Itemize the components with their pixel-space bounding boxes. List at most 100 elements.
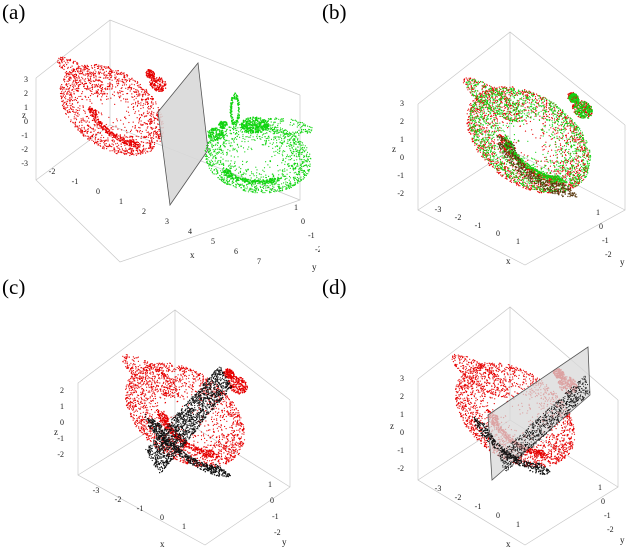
panel-b-y-label: y: [620, 257, 625, 267]
panel-a-x-label: x: [190, 250, 195, 260]
panel-c-label: (c): [2, 275, 26, 299]
y-tick-label: -1: [308, 231, 315, 240]
z-tick-label: -2: [57, 450, 64, 459]
panel-d-y-label: y: [620, 535, 625, 545]
z-tick-label: 0: [400, 428, 404, 437]
panel-c-points: [122, 354, 248, 478]
z-tick-label: -1: [397, 446, 404, 455]
z-tick-label: 2: [400, 392, 404, 401]
z-tick-label: 2: [24, 89, 28, 98]
panel-d-x-ticks: -3 -2 -1 0 1: [435, 484, 520, 529]
panel-a-label: (a): [2, 0, 26, 24]
x-tick-label: -2: [115, 495, 122, 504]
panel-a-z-label: z: [22, 110, 26, 120]
panel-d-x-label: x: [506, 539, 511, 549]
x-tick-label: 0: [496, 511, 500, 520]
y-tick-label: 1: [294, 203, 298, 212]
x-tick-label: -1: [475, 502, 482, 511]
x-tick-label: -3: [435, 205, 442, 214]
y-tick-label: -2: [607, 525, 614, 534]
panel-b-label: (b): [322, 0, 347, 24]
panel-a-points: [57, 56, 167, 157]
z-tick-label: 3: [24, 75, 28, 84]
z-tick-label: -1: [21, 131, 28, 140]
z-tick-label: 0: [24, 117, 28, 126]
z-tick-label: 2: [60, 386, 64, 395]
panel-b-z-ticks: 3 2 1 0 -1 -2: [397, 99, 404, 198]
y-tick-label: 0: [270, 496, 274, 505]
panel-b-points: [462, 77, 593, 198]
y-tick-label: -1: [604, 511, 611, 520]
y-tick-label: 0: [601, 497, 605, 506]
panel-a: 3 2 1 0 -1 -2 -3 -2 -1 0 1 2 3 4 5 6 7 1 0 -1 -2 z x y (a): [0, 0, 320, 275]
x-tick-label: 4: [188, 227, 192, 236]
z-tick-label: 2: [400, 117, 404, 126]
x-tick-label: -2: [455, 493, 462, 502]
panel-c: 2 1 0 -1 -2 -3 -2 -1 0 1 1 0 -1 -2 z x y (c): [0, 275, 320, 550]
y-tick-label: -2: [605, 250, 612, 259]
panel-c-z-label: z: [54, 427, 58, 437]
panel-d-label: (d): [322, 275, 347, 299]
panel-c-z-ticks: 2 1 0 -1 -2: [57, 386, 64, 459]
panel-c-plot: 2 1 0 -1 -2 -3 -2 -1 0 1 1 0 -1 -2 z x y: [54, 309, 291, 549]
x-tick-label: 0: [160, 513, 164, 522]
panel-a-y-label: y: [312, 262, 317, 272]
panel-d-z-label: z: [390, 421, 394, 431]
panel-b: 3 2 1 0 -1 -2 -3 -2 -1 0 1 1 0 -1 -2 z x y (b): [320, 0, 640, 275]
panel-a-z-ticks: 3 2 1 0 -1 -2 -3: [21, 75, 28, 168]
panel-c-y-ticks: 1 0 -1 -2: [268, 480, 281, 537]
panel-d-points-front: [473, 375, 591, 476]
panel-d-plot: 3 2 1 0 -1 -2 -3 -2 -1 0 1 1 0 -1 -2 z x y: [390, 306, 625, 549]
panel-b-plot: 3 2 1 0 -1 -2 -3 -2 -1 0 1 1 0 -1 -2 z x y: [392, 31, 626, 267]
z-tick-label: -2: [21, 145, 28, 154]
z-tick-label: -2: [397, 464, 404, 473]
z-tick-label: 0: [400, 153, 404, 162]
x-tick-label: 1: [516, 520, 520, 529]
x-tick-label: 2: [142, 207, 146, 216]
z-tick-label: 3: [400, 99, 404, 108]
y-tick-label: 0: [599, 222, 603, 231]
z-tick-label: 0: [60, 418, 64, 427]
x-tick-label: -1: [475, 221, 482, 230]
x-tick-label: 0: [496, 229, 500, 238]
x-tick-label: 5: [211, 237, 215, 246]
panel-b-x-ticks: -3 -2 -1 0 1: [435, 205, 520, 246]
z-tick-label: 1: [400, 135, 404, 144]
x-tick-label: -2: [49, 167, 56, 176]
separating-plane: [157, 62, 209, 207]
panel-d-z-ticks: 3 2 1 0 -1 -2: [397, 374, 404, 473]
panel-d: 3 2 1 0 -1 -2 -3 -2 -1 0 1 1 0 -1 -2 z x y (d): [320, 275, 640, 550]
z-tick-label: 1: [60, 402, 64, 411]
y-tick-label: -1: [272, 512, 279, 521]
x-tick-label: -1: [137, 504, 144, 513]
y-tick-label: -2: [274, 528, 281, 537]
panel-a-x-ticks: -2 -1 0 1 2 3 4 5 6 7: [49, 167, 261, 266]
x-tick-label: 1: [119, 197, 123, 206]
z-tick-label: -3: [21, 159, 28, 168]
panel-b-x-label: x: [506, 256, 511, 266]
x-tick-label: 1: [516, 237, 520, 246]
panel-b-frame: [417, 31, 626, 266]
x-tick-label: -3: [93, 486, 100, 495]
y-tick-label: -2: [315, 245, 320, 254]
panel-c-frame: [77, 309, 291, 546]
x-tick-label: -3: [435, 484, 442, 493]
panel-a-points-front: [204, 92, 313, 194]
z-tick-label: 1: [400, 410, 404, 419]
panel-d-y-ticks: 1 0 -1 -2: [598, 483, 614, 534]
x-tick-label: 3: [165, 217, 169, 226]
y-tick-label: 0: [301, 217, 305, 226]
z-tick-label: -1: [397, 171, 404, 180]
panel-c-y-label: y: [282, 537, 287, 547]
y-tick-label: 1: [598, 483, 602, 492]
panel-c-x-ticks: -3 -2 -1 0 1: [93, 486, 186, 531]
x-tick-label: -2: [455, 213, 462, 222]
z-tick-label: 3: [400, 374, 404, 383]
panel-c-x-label: x: [160, 539, 165, 549]
x-tick-label: 6: [234, 247, 238, 256]
y-tick-label: -1: [602, 236, 609, 245]
x-tick-label: 1: [182, 522, 186, 531]
panel-b-y-ticks: 1 0 -1 -2: [596, 208, 612, 259]
